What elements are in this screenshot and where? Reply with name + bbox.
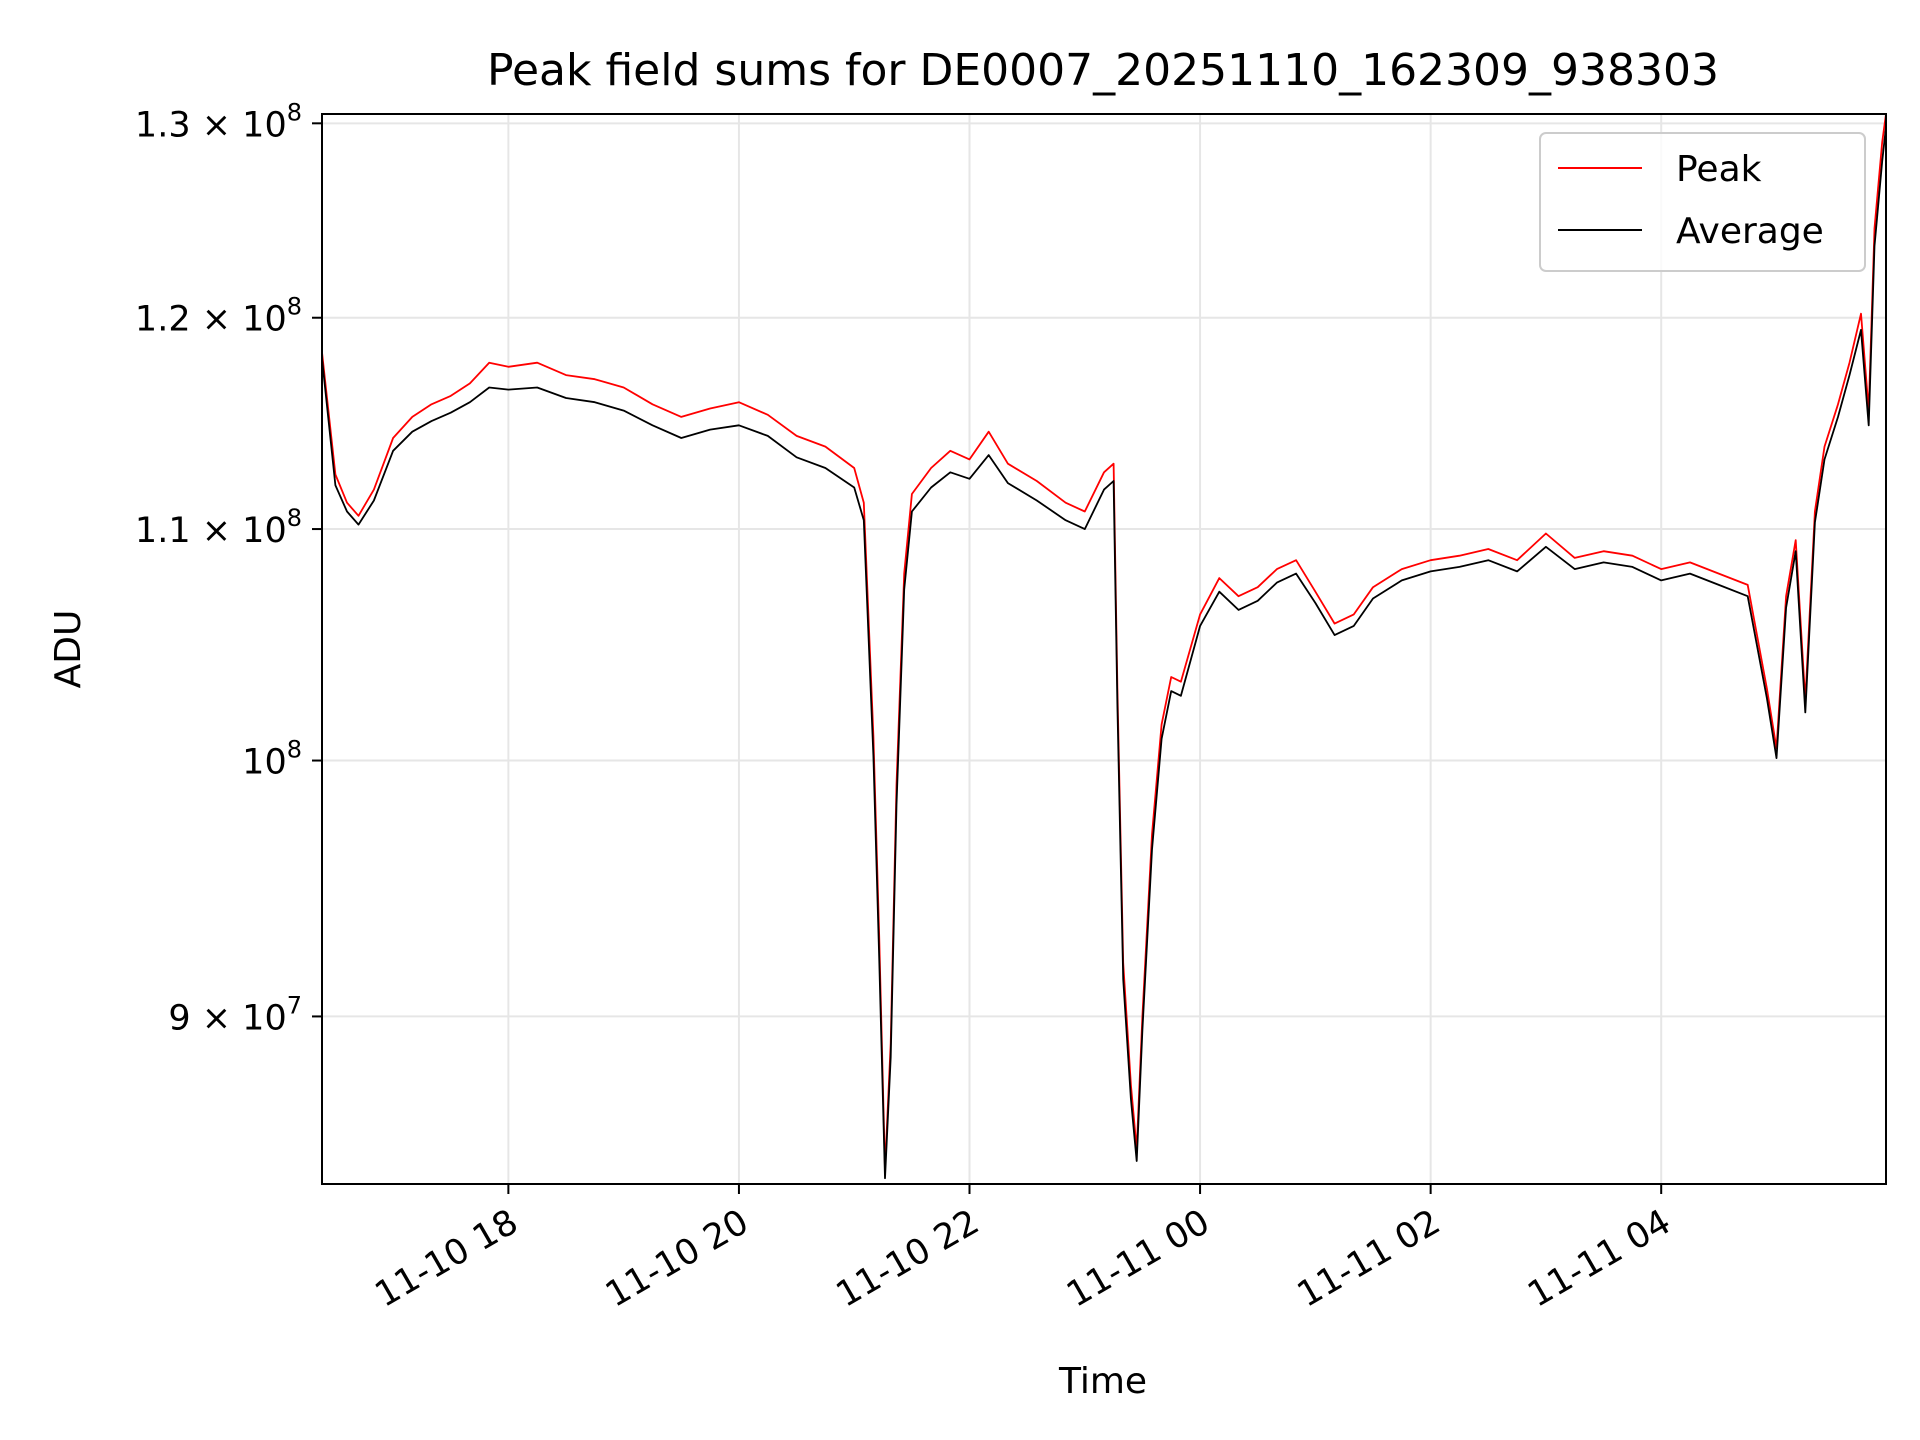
series-line-average (322, 126, 1886, 1180)
y-tick-exponent: 8 (287, 736, 302, 764)
y-tick-base: 10 (242, 743, 287, 783)
y-tick-mantissa: 1.3 × (135, 105, 242, 145)
y-tick-base: 10 (242, 105, 287, 145)
chart-title: Peak field sums for DE0007_20251110_1623… (487, 45, 1719, 96)
y-tick-label: 9 × 107 (168, 991, 302, 1038)
legend: Peak Average (1539, 132, 1866, 272)
y-tick-exponent: 7 (287, 991, 302, 1019)
y-tick-mantissa: 9 × (168, 998, 242, 1038)
y-tick-exponent: 8 (287, 504, 302, 532)
y-tick-base: 10 (242, 998, 287, 1038)
legend-label-average: Average (1676, 211, 1824, 252)
y-tick-base: 10 (242, 300, 287, 340)
plot-frame (321, 113, 1887, 1185)
x-axis-title: Time (1058, 1361, 1147, 1402)
y-tick-mantissa: 1.1 × (135, 511, 242, 551)
legend-label-peak: Peak (1676, 149, 1762, 190)
y-tick-label: 1.2 × 108 (135, 293, 302, 340)
y-tick-label: 1.1 × 108 (135, 504, 302, 551)
y-tick-label: 108 (242, 736, 302, 783)
y-axis-title: ADU (48, 610, 89, 689)
y-tick-exponent: 8 (287, 293, 302, 321)
y-tick-exponent: 8 (287, 98, 302, 126)
series-line-peak (322, 114, 1886, 1171)
grid (322, 114, 1886, 1184)
y-tick-mantissa: 1.2 × (135, 300, 242, 340)
series-lines (322, 114, 1886, 1180)
y-tick-label: 1.3 × 108 (135, 98, 302, 145)
y-tick-base: 10 (242, 511, 287, 551)
